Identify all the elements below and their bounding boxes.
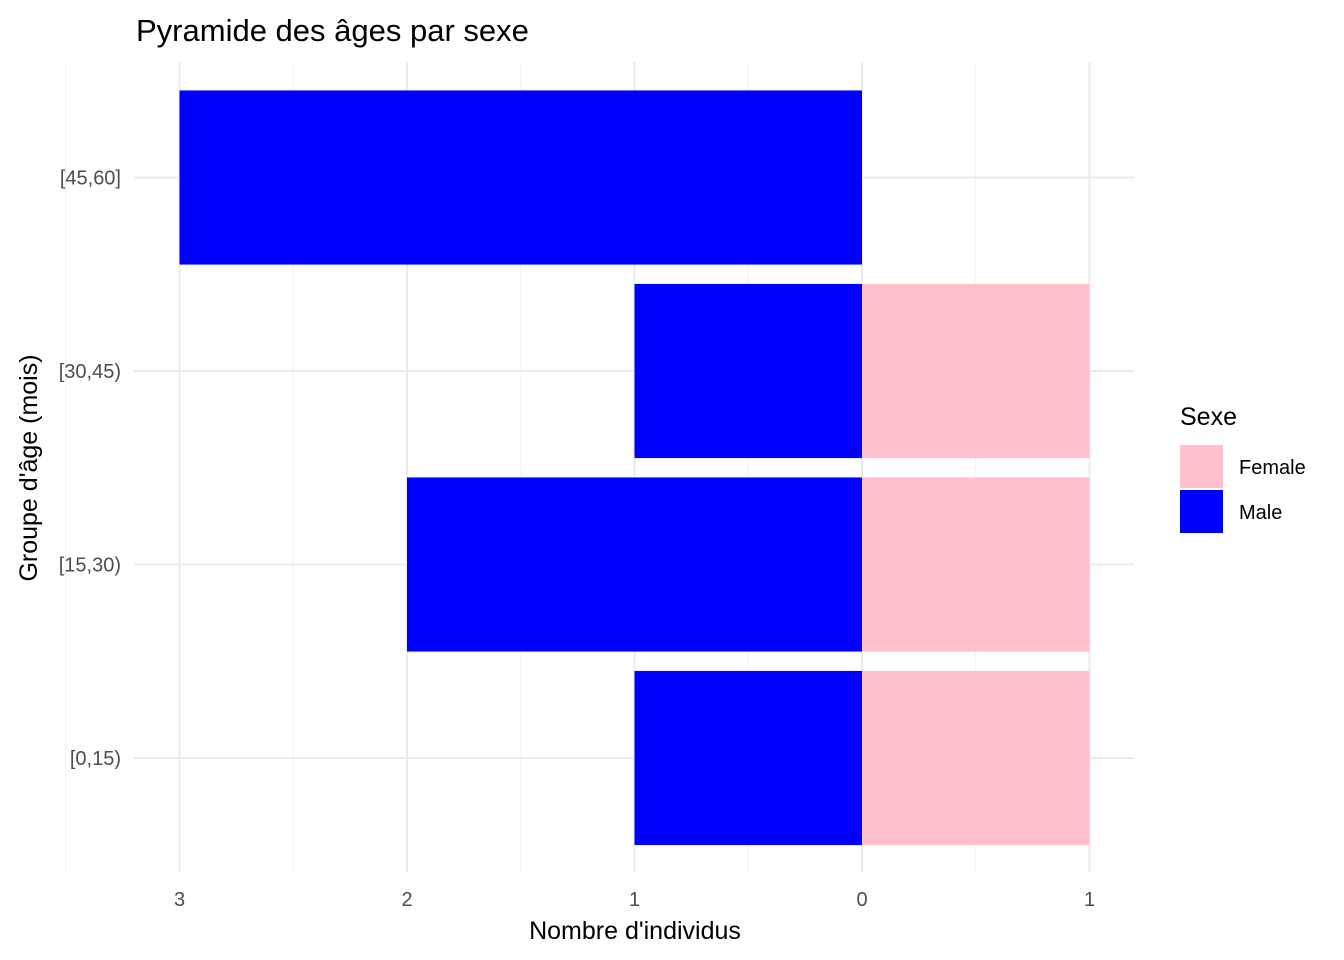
y-tick-label: [15,30) bbox=[59, 555, 121, 577]
y-tick-label: [0,15) bbox=[70, 748, 121, 770]
bar-female-0 bbox=[862, 670, 1090, 846]
legend-title: Sexe bbox=[1180, 403, 1237, 431]
bar-female-1 bbox=[862, 477, 1090, 652]
x-tick-label: 1 bbox=[1084, 889, 1095, 911]
bar-male-1 bbox=[407, 477, 862, 652]
legend: Sexe Female Male bbox=[1180, 403, 1306, 533]
y-tick-labels: [0,15) [15,30) [30,45) [45,60] bbox=[59, 168, 121, 771]
x-tick-label: 0 bbox=[856, 889, 867, 911]
legend-key-male bbox=[1180, 490, 1223, 533]
x-tick-label: 1 bbox=[629, 889, 640, 911]
bar-male-3 bbox=[179, 90, 862, 265]
bar-male-2 bbox=[634, 283, 862, 459]
bar-male-0 bbox=[634, 670, 862, 846]
legend-key-female bbox=[1180, 445, 1223, 488]
y-tick-label: [30,45) bbox=[59, 361, 121, 383]
y-tick-label: [45,60] bbox=[60, 168, 121, 190]
x-tick-labels: 3 2 1 0 1 bbox=[174, 889, 1095, 911]
x-tick-label: 3 bbox=[174, 889, 185, 911]
bars-group bbox=[179, 90, 1090, 846]
legend-label-female: Female bbox=[1239, 457, 1306, 479]
x-tick-label: 2 bbox=[401, 889, 412, 911]
y-axis-title: Groupe d'âge (mois) bbox=[15, 354, 43, 581]
bar-female-2 bbox=[862, 283, 1090, 459]
chart-title: Pyramide des âges par sexe bbox=[136, 13, 529, 48]
x-axis-title: Nombre d'individus bbox=[529, 917, 741, 945]
legend-label-male: Male bbox=[1239, 502, 1282, 524]
